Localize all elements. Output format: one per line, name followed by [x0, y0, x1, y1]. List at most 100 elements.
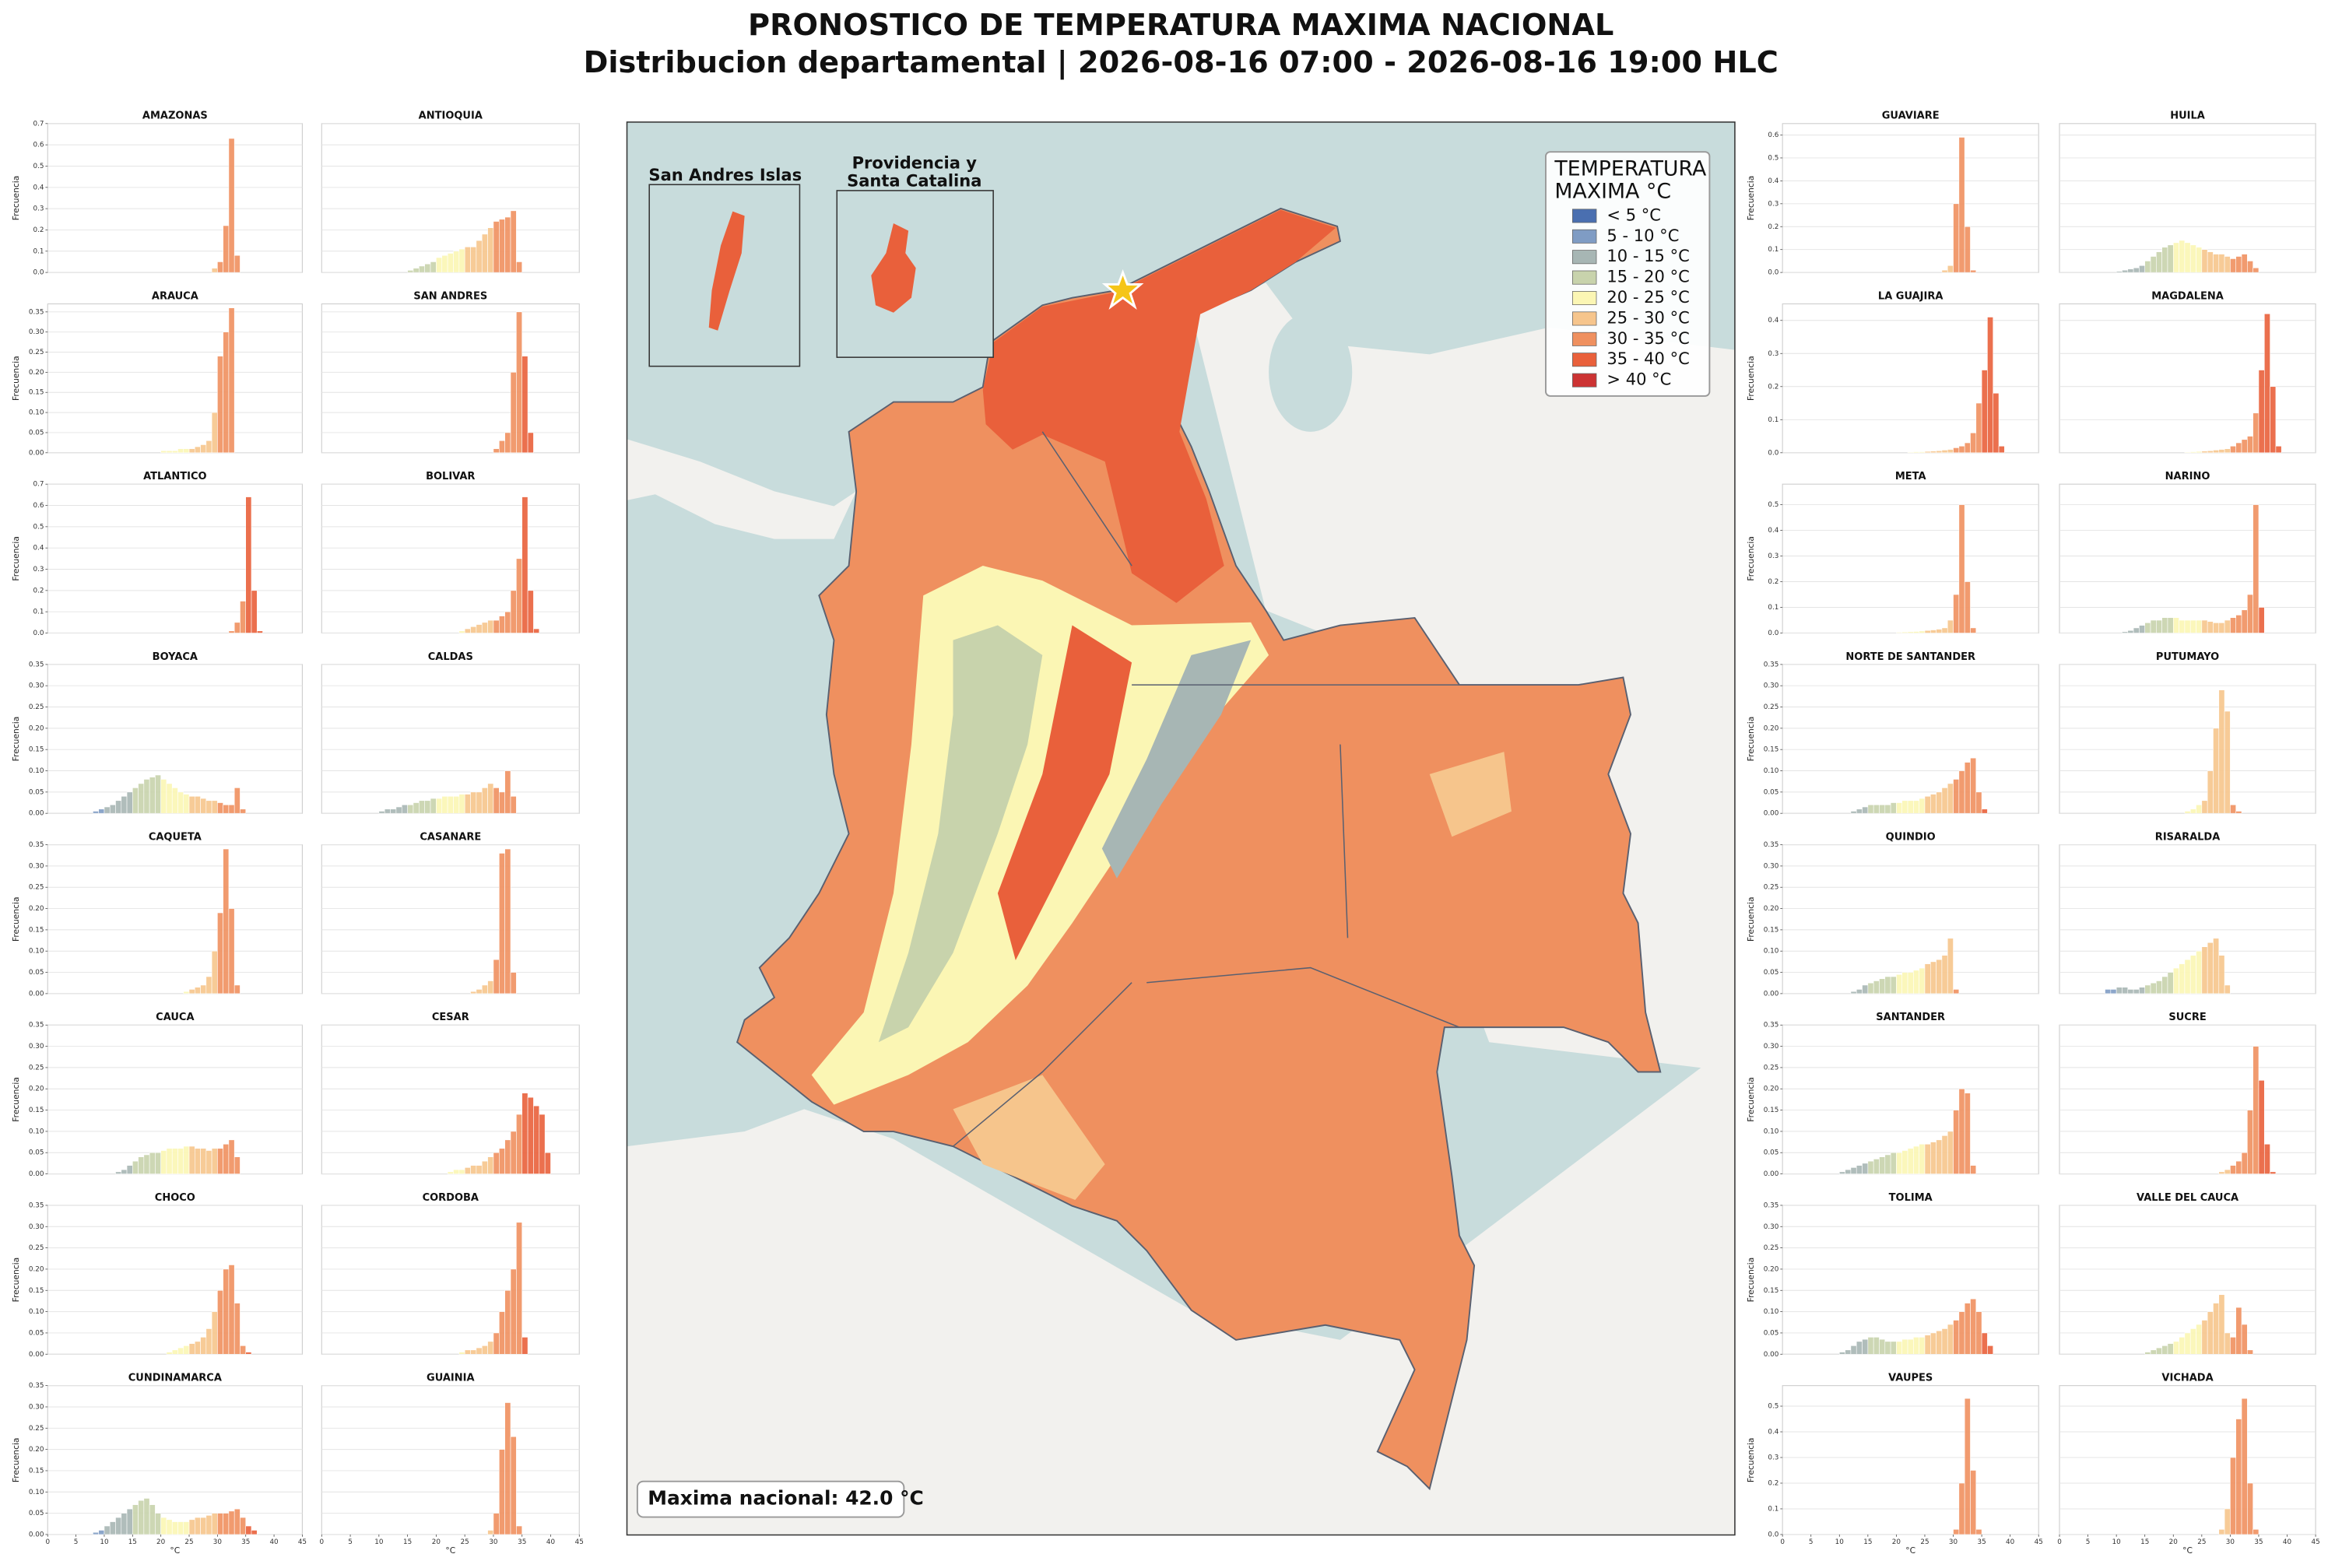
- bar: [1884, 1341, 1891, 1355]
- bar: [1919, 630, 1926, 633]
- y-tick-label: 0.25: [1764, 703, 1779, 711]
- bar: [2110, 989, 2117, 994]
- x-tick-label: 10: [1835, 1538, 1845, 1546]
- panel-title: SAN ANDRES: [413, 290, 487, 302]
- bar: [1964, 1093, 1971, 1174]
- bar: [1941, 1135, 1948, 1174]
- y-tick-label: 0.35: [1764, 661, 1779, 668]
- bar: [223, 848, 230, 994]
- bar: [1879, 978, 1886, 994]
- bar: [2201, 1320, 2208, 1355]
- bar: [1958, 504, 1965, 633]
- bar: [2196, 804, 2203, 814]
- y-tick-label: 0.15: [29, 926, 44, 934]
- bar: [1936, 791, 1943, 814]
- y-tick-label: 0.15: [1764, 1287, 1779, 1295]
- bar: [1953, 594, 1960, 633]
- y-axis-label: Frecuencia: [1746, 356, 1756, 401]
- bar: [1850, 1345, 1857, 1355]
- y-tick-label: 0.00: [1764, 1170, 1779, 1178]
- x-tick-label: 10: [2112, 1538, 2122, 1546]
- bar: [1890, 1341, 1897, 1355]
- bar: [1930, 961, 1936, 994]
- bar: [194, 446, 201, 454]
- x-tick-label: 25: [2197, 1538, 2206, 1546]
- x-tick-label: 5: [2086, 1538, 2091, 1546]
- bar: [1947, 938, 1954, 994]
- bar: [1907, 800, 1914, 814]
- axes-frame: [1782, 1385, 2039, 1535]
- max-marker: [1101, 269, 1144, 310]
- bar: [2179, 240, 2186, 273]
- bar: [2224, 1508, 2231, 1535]
- bar: [458, 1169, 465, 1174]
- bar: [1941, 1328, 1948, 1355]
- bar: [205, 440, 212, 454]
- y-tick-label: 0.20: [1764, 724, 1779, 732]
- bar: [1884, 976, 1891, 994]
- bar: [2213, 450, 2220, 454]
- y-tick-label: 0.3: [33, 205, 44, 213]
- panel-title: TOLIMA: [1889, 1192, 1933, 1204]
- bar: [533, 1105, 540, 1174]
- bar: [436, 798, 443, 814]
- y-tick-label: 0.4: [1768, 527, 1778, 535]
- x-tick-label: 0: [45, 1538, 50, 1546]
- y-tick-label: 0.35: [1764, 841, 1779, 849]
- bar: [1993, 392, 2000, 454]
- bar: [217, 1148, 223, 1174]
- y-tick-label: 0.00: [29, 1170, 44, 1178]
- bar: [126, 1165, 133, 1174]
- bar: [1981, 1332, 1988, 1355]
- bar: [2144, 984, 2151, 994]
- y-tick-label: 0.2: [1768, 383, 1778, 391]
- y-axis-label: Frecuencia: [11, 896, 21, 942]
- bar: [521, 1337, 528, 1355]
- bar: [481, 1345, 488, 1355]
- y-tick-label: 0.4: [1768, 317, 1778, 324]
- bar: [217, 802, 223, 814]
- bar: [2144, 1352, 2151, 1355]
- bar: [200, 984, 207, 994]
- bar: [200, 1337, 207, 1355]
- bar: [436, 257, 443, 273]
- y-axis-label: Frecuencia: [1746, 536, 1756, 581]
- y-tick-label: 0.00: [29, 810, 44, 818]
- bar: [166, 1352, 173, 1355]
- bar: [1873, 1159, 1880, 1174]
- bar: [2207, 251, 2214, 273]
- bar: [1919, 451, 1926, 454]
- bar: [510, 210, 517, 273]
- bar: [2201, 946, 2208, 994]
- y-tick-label: 0.35: [29, 1022, 44, 1030]
- bar: [493, 1513, 500, 1535]
- bar: [2127, 630, 2134, 633]
- y-axis-label: Frecuencia: [11, 356, 21, 401]
- bar: [211, 412, 218, 454]
- panel-title: SANTANDER: [1876, 1012, 1945, 1023]
- y-axis-label: Frecuencia: [1746, 1258, 1756, 1303]
- bar: [1867, 1337, 1874, 1355]
- bar: [171, 1148, 178, 1174]
- bar: [1838, 1171, 1845, 1174]
- bar: [166, 783, 173, 814]
- axes-frame: [321, 664, 580, 814]
- y-tick-label: 0.15: [29, 389, 44, 397]
- bar: [516, 261, 523, 273]
- bar: [1862, 806, 1869, 814]
- bar: [1907, 451, 1914, 454]
- y-tick-label: 0.4: [33, 184, 44, 191]
- bar: [143, 1154, 150, 1174]
- bar: [2207, 942, 2214, 994]
- bar: [2161, 976, 2168, 994]
- bar: [160, 779, 167, 814]
- y-tick-label: 0.10: [29, 409, 44, 417]
- inset-label: San Andres Islas: [648, 165, 802, 184]
- bar: [2224, 984, 2231, 994]
- bar: [2270, 1171, 2277, 1174]
- x-tick-label: 35: [518, 1538, 526, 1546]
- bar: [1850, 811, 1857, 814]
- x-tick-label: 45: [298, 1538, 307, 1546]
- bar: [2184, 242, 2191, 273]
